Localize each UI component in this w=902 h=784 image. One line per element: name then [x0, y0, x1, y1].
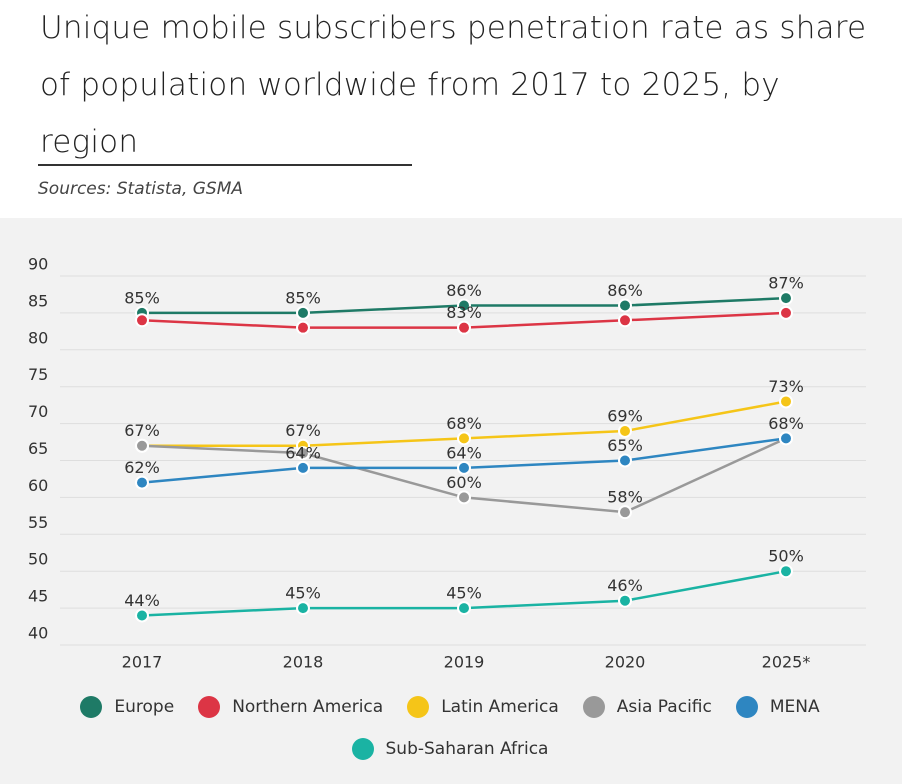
data-label: 85% — [285, 288, 321, 307]
y-tick-label: 40 — [28, 624, 48, 643]
data-label: 64% — [285, 443, 321, 462]
point — [618, 505, 632, 520]
point — [779, 394, 793, 409]
x-tick-label: 2017 — [122, 653, 163, 672]
data-label: 45% — [285, 584, 321, 603]
legend-item: Europe — [80, 696, 174, 718]
data-label: 60% — [446, 473, 482, 492]
point — [457, 490, 471, 505]
legend-item: Latin America — [407, 696, 559, 718]
data-label: 86% — [446, 281, 482, 300]
legend-label: Asia Pacific — [616, 697, 712, 717]
legend-item: Asia Pacific — [582, 696, 712, 718]
point — [618, 298, 632, 313]
point — [457, 298, 471, 313]
data-label: 62% — [124, 458, 160, 477]
point — [135, 438, 149, 453]
sources: Sources: Statista, GSMA — [38, 179, 244, 199]
point — [618, 313, 632, 328]
point — [135, 475, 149, 490]
y-tick-label: 45 — [28, 587, 48, 606]
data-label: 58% — [607, 488, 643, 507]
y-tick-label: 75 — [28, 365, 48, 384]
point — [135, 608, 149, 623]
legend-label: Northern America — [232, 697, 384, 717]
point — [296, 460, 310, 475]
chart-title: Unique mobile subscribers penetration ra… — [40, 10, 867, 160]
legend-label: MENA — [769, 697, 820, 717]
point — [457, 601, 471, 616]
point — [779, 564, 793, 579]
legend-label: Latin America — [441, 697, 559, 717]
legend-swatch — [582, 696, 605, 718]
legend-swatch — [735, 696, 758, 718]
data-label: 45% — [446, 584, 482, 603]
data-label: 65% — [607, 436, 643, 455]
data-label: 85% — [124, 288, 160, 307]
point — [296, 601, 310, 616]
point — [779, 291, 793, 306]
data-label: 50% — [768, 547, 804, 566]
x-tick-label: 2018 — [283, 653, 324, 672]
point — [457, 320, 471, 335]
y-tick-label: 55 — [28, 513, 48, 532]
legend-item: Sub-Saharan Africa — [351, 738, 549, 760]
legend-item: Northern America — [198, 696, 383, 718]
data-label: 46% — [607, 576, 643, 595]
title-rule — [38, 164, 412, 166]
header: Unique mobile subscribers penetration ra… — [0, 0, 902, 218]
legend-item: MENA — [735, 696, 820, 718]
data-label: 69% — [607, 406, 643, 425]
y-tick-label: 85 — [28, 291, 48, 310]
chart: 40 45 50 55 60 65 70 75 80 85 90 2017 2018 2019 2020 20… — [28, 255, 866, 672]
data-label: 68% — [446, 414, 482, 433]
data-label: 87% — [768, 274, 804, 293]
point — [457, 460, 471, 475]
x-tick-label: 2025* — [762, 653, 811, 672]
data-label: 44% — [124, 591, 160, 610]
data-label: 83% — [446, 303, 482, 322]
point — [779, 305, 793, 320]
point — [779, 431, 793, 446]
legend-swatch — [198, 696, 221, 718]
plot-panel: 40 45 50 55 60 65 70 75 80 85 90 2017 2018 2019 2020 20… — [0, 218, 902, 784]
data-label: 67% — [285, 421, 321, 440]
y-tick-label: 65 — [28, 439, 48, 458]
data-label: 86% — [607, 281, 643, 300]
data-label: 64% — [446, 443, 482, 462]
point — [296, 305, 310, 320]
legend-swatch — [80, 696, 103, 718]
legend-label: Europe — [114, 697, 175, 717]
data-label: 73% — [768, 377, 804, 396]
y-tick-label: 50 — [28, 550, 48, 569]
legend: Europe Northern America Latin America Asia … — [60, 696, 840, 760]
y-tick-label: 80 — [28, 328, 48, 347]
point — [618, 453, 632, 468]
x-tick-label: 2019 — [444, 653, 485, 672]
data-label: 68% — [768, 414, 804, 433]
point — [296, 320, 310, 335]
y-tick-label: 90 — [28, 255, 48, 274]
legend-swatch — [351, 738, 374, 760]
legend-swatch — [407, 696, 430, 718]
point — [618, 423, 632, 438]
point — [135, 313, 149, 328]
point — [618, 593, 632, 608]
data-label: 67% — [124, 421, 160, 440]
point — [296, 446, 310, 461]
x-tick-label: 2020 — [605, 653, 646, 672]
y-tick-label: 70 — [28, 402, 48, 421]
point — [457, 431, 471, 446]
legend-label: Sub-Saharan Africa — [385, 739, 549, 759]
y-tick-label: 60 — [28, 476, 48, 495]
